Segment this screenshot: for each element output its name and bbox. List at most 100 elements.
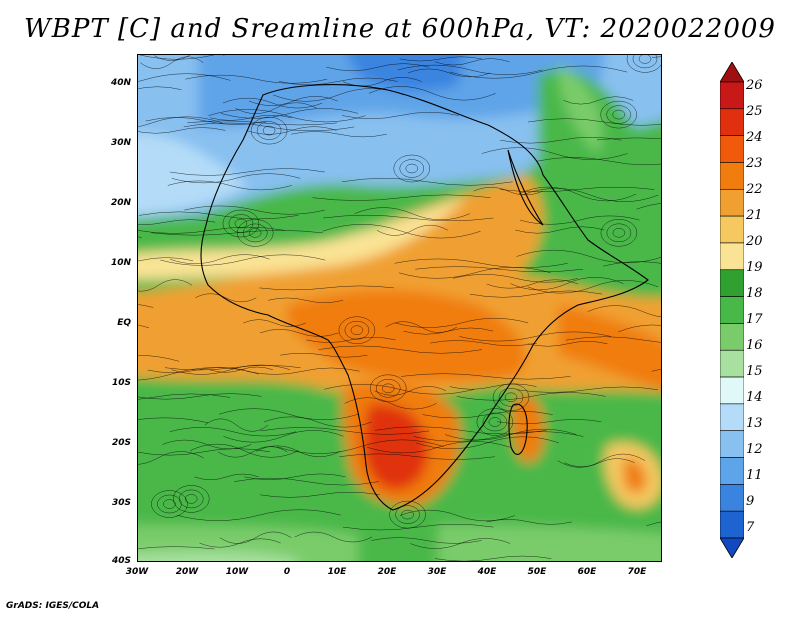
- streamline-eddy: [172, 485, 210, 513]
- wbpt-field: [138, 55, 661, 561]
- streamline-eddy: [488, 417, 502, 427]
- streamline-eddy: [375, 379, 401, 398]
- wbpt-shading: [138, 55, 661, 561]
- streamline-eddy: [401, 509, 414, 520]
- streamline: [147, 367, 245, 373]
- streamline: [312, 194, 491, 201]
- streamline: [209, 366, 273, 373]
- chart-title: WBPT [C] and Sreamline at 600hPa, VT: 20…: [24, 14, 776, 44]
- streamline: [208, 109, 366, 123]
- colorbar-label: 16: [746, 338, 763, 353]
- streamline-eddy: [600, 219, 638, 247]
- streamline: [369, 86, 496, 101]
- colorbar-label: 24: [746, 130, 763, 145]
- streamline: [235, 102, 317, 114]
- streamline: [167, 180, 292, 191]
- streamline-eddy: [476, 408, 514, 436]
- streamline: [486, 279, 579, 289]
- streamline: [636, 203, 661, 210]
- streamline: [255, 445, 341, 457]
- streamline: [160, 254, 326, 266]
- streamline: [138, 393, 262, 400]
- streamline: [528, 118, 661, 126]
- streamline: [481, 147, 628, 160]
- colorbar-segment: [720, 510, 744, 539]
- colorbar-segment: [720, 376, 744, 405]
- streamline: [268, 297, 344, 303]
- streamline: [199, 538, 281, 548]
- colorbar-label: 17: [746, 312, 763, 327]
- coastlines: [200, 84, 649, 511]
- streamline: [322, 224, 481, 239]
- colorbar-segment: [720, 296, 744, 324]
- streamline: [153, 55, 225, 61]
- streamline: [217, 446, 288, 458]
- streamline: [189, 443, 299, 458]
- streamline-eddy: [626, 55, 661, 73]
- streamline-eddy: [178, 489, 204, 509]
- streamline: [246, 367, 360, 375]
- streamline: [185, 74, 328, 84]
- streamline: [138, 279, 193, 292]
- streamline: [259, 285, 394, 291]
- streamline: [219, 408, 359, 420]
- streamline: [516, 249, 661, 264]
- streamline: [399, 56, 482, 62]
- lat-label-20n: 20N: [110, 198, 131, 208]
- streamline: [434, 555, 552, 561]
- streamline-eddy: [405, 163, 419, 174]
- colorbar-segment: [720, 162, 744, 190]
- lat-label-20s: 20S: [111, 438, 131, 448]
- streamline: [339, 453, 495, 460]
- streamline-eddy: [184, 494, 198, 504]
- streamline: [169, 427, 297, 437]
- streamline: [450, 65, 628, 79]
- lon-label-60e: 60E: [577, 567, 597, 577]
- streamline-eddy: [498, 388, 524, 407]
- colorbar-label: 14: [746, 390, 763, 405]
- lon-label-30e: 30E: [427, 567, 447, 577]
- streamline: [376, 224, 449, 236]
- streamline: [469, 290, 603, 298]
- streamline: [510, 277, 624, 291]
- lon-label-20w: 20W: [175, 567, 199, 577]
- colorbar-segment: [720, 81, 744, 110]
- streamline: [520, 215, 640, 225]
- lon-label-0: 0: [283, 567, 291, 577]
- streamline: [195, 293, 257, 303]
- map-panel: [137, 54, 662, 562]
- streamline: [618, 324, 661, 333]
- lon-label-30w: 30W: [125, 567, 149, 577]
- streamline-eddy: [393, 154, 431, 183]
- colorbar-label: 12: [746, 442, 763, 457]
- streamline: [138, 451, 204, 465]
- streamline: [248, 96, 338, 106]
- streamline-eddy: [338, 316, 376, 344]
- streamline: [260, 329, 339, 337]
- streamline-eddy: [612, 109, 625, 120]
- colorbar-label: 9: [746, 494, 755, 509]
- colorbar-segment: [720, 215, 744, 244]
- streamline: [413, 431, 584, 442]
- streamlines: [138, 55, 661, 561]
- streamline-eddy: [262, 125, 276, 136]
- streamline: [564, 458, 635, 467]
- streamline-eddy: [234, 218, 248, 229]
- streamline: [138, 417, 209, 424]
- streamline: [276, 439, 445, 454]
- streamline: [223, 430, 344, 443]
- streamline: [473, 187, 543, 196]
- streamline: [537, 157, 661, 166]
- lon-label-40e: 40E: [477, 567, 497, 577]
- streamline-eddy: [242, 223, 268, 243]
- colorbar-label: 20: [746, 234, 763, 249]
- lat-label-10n: 10N: [110, 258, 131, 268]
- colorbar-segment: [720, 269, 744, 297]
- streamline-eddy: [612, 228, 626, 238]
- streamline: [138, 257, 194, 262]
- lat-label-10s: 10S: [111, 378, 131, 388]
- streamline: [164, 365, 301, 371]
- streamline: [459, 331, 612, 342]
- streamline: [371, 537, 482, 544]
- streamline: [184, 205, 325, 215]
